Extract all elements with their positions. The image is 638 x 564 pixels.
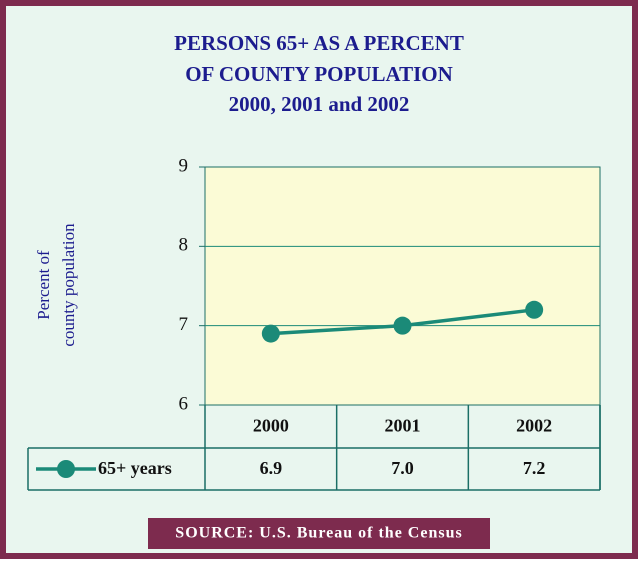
marker bbox=[393, 316, 412, 335]
x-tick-label: 2001 bbox=[385, 416, 421, 436]
y-tick-label: 7 bbox=[179, 314, 189, 335]
y-tick-label: 6 bbox=[179, 393, 189, 414]
y-axis-label: Percent of bbox=[34, 250, 53, 320]
source-note: SOURCE: U.S. Bureau of the Census bbox=[175, 525, 462, 542]
chart-title: OF COUNTY POPULATION bbox=[185, 62, 453, 86]
y-axis-label: county population bbox=[59, 223, 78, 347]
table-value: 6.9 bbox=[260, 458, 283, 478]
source-box bbox=[148, 518, 490, 549]
table-value: 7.0 bbox=[391, 458, 414, 478]
y-tick-label: 8 bbox=[179, 235, 189, 256]
marker bbox=[525, 300, 544, 319]
chart-title: PERSONS 65+ AS A PERCENT bbox=[174, 31, 464, 55]
y-tick-label: 9 bbox=[179, 155, 189, 176]
chart-title: 2000, 2001 and 2002 bbox=[229, 92, 410, 116]
x-tick-label: 2000 bbox=[253, 416, 289, 436]
legend-marker bbox=[57, 460, 75, 478]
x-tick-label: 2002 bbox=[516, 416, 552, 436]
plot-area bbox=[204, 166, 601, 406]
table-value: 7.2 bbox=[523, 458, 546, 478]
marker bbox=[261, 324, 280, 343]
legend-label: 65+ years bbox=[98, 458, 172, 478]
